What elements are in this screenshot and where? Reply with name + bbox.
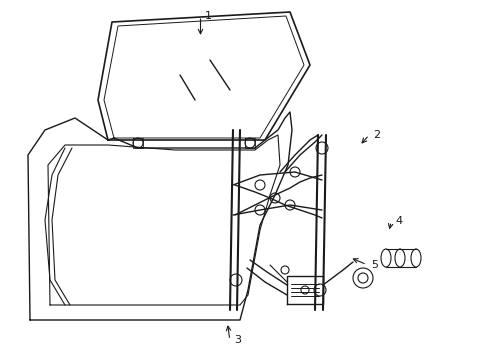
Text: 3: 3: [233, 335, 240, 345]
Text: 1: 1: [204, 11, 211, 21]
Text: 2: 2: [372, 130, 380, 140]
Text: 4: 4: [394, 216, 402, 226]
Text: 5: 5: [370, 260, 377, 270]
